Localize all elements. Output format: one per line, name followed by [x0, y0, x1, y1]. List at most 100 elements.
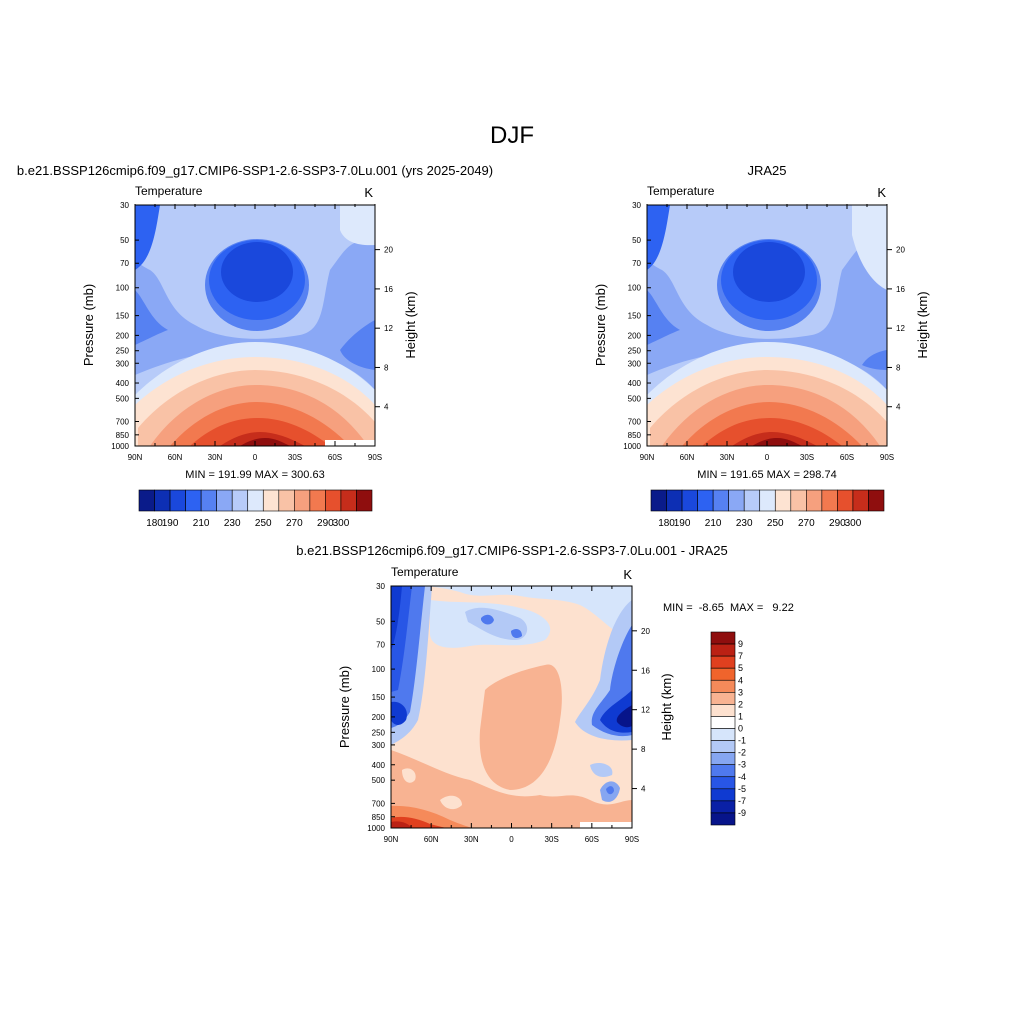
y-tick-label: 500 — [628, 394, 642, 403]
colorbar-swatch — [681, 489, 698, 512]
y-tick-label: 70 — [120, 259, 129, 268]
panel-diff-ylabel-right: Height (km) — [659, 673, 674, 740]
colorbar-swatch — [806, 489, 823, 512]
y-tick-label: 1000 — [623, 442, 641, 451]
colorbar-swatch — [666, 489, 683, 512]
figure-title: DJF — [490, 122, 534, 149]
colorbar-label: 270 — [798, 518, 815, 529]
colorbar-label: 230 — [224, 518, 241, 529]
colorbar-swatch — [650, 489, 667, 512]
panel-model-stats: MIN = 191.99 MAX = 300.63 — [185, 469, 324, 481]
y-tick-label: 100 — [116, 284, 130, 293]
colorbar-label: 210 — [193, 518, 210, 529]
x-tick-label: 30S — [288, 453, 302, 462]
y-right-tick-label: 12 — [641, 706, 650, 715]
colorbar-label: 1 — [738, 711, 743, 721]
y-tick-label: 400 — [372, 761, 386, 770]
colorbar-label: 250 — [255, 518, 272, 529]
x-tick-label: 30S — [800, 453, 814, 462]
panel-diff-stats: MIN = -8.65 MAX = 9.22 — [663, 602, 794, 614]
colorbar-swatch — [837, 489, 854, 512]
colorbar-swatch — [200, 489, 217, 512]
panel-obs: JRA25 Temperature K 30507010015020025030… — [593, 163, 930, 529]
colorbar-swatch — [278, 489, 295, 512]
x-tick-label: 30S — [545, 835, 559, 844]
colorbar-swatch — [759, 489, 776, 512]
y-tick-label: 400 — [628, 379, 642, 388]
panel-diff: b.e21.BSSP126cmip6.f09_g17.CMIP6-SSP1-2.… — [296, 543, 794, 844]
colorbar-label: -9 — [738, 808, 746, 818]
x-tick-label: 90N — [384, 835, 399, 844]
y-tick-label: 850 — [628, 431, 642, 440]
y-tick-label: 700 — [372, 799, 386, 808]
colorbar-label: 9 — [738, 639, 743, 649]
colorbar-label: 7 — [738, 651, 743, 661]
colorbar-label: -3 — [738, 760, 746, 770]
colorbar-swatch — [710, 776, 736, 790]
x-tick-label: 90S — [880, 453, 894, 462]
y-tick-label: 300 — [116, 359, 130, 368]
colorbar-label: 2 — [738, 699, 743, 709]
colorbar-swatch — [325, 489, 342, 512]
y-right-tick-label: 16 — [384, 285, 393, 294]
x-tick-label: 0 — [765, 453, 770, 462]
y-tick-label: 850 — [116, 431, 130, 440]
x-tick-label: 30N — [464, 835, 479, 844]
colorbar-swatch — [710, 679, 736, 693]
panel-obs-ylabel-right: Height (km) — [915, 291, 930, 358]
panel-obs-units: K — [877, 185, 886, 200]
y-tick-label: 400 — [116, 379, 130, 388]
y-tick-label: 700 — [116, 417, 130, 426]
y-tick-label: 50 — [120, 236, 129, 245]
y-right-tick-label: 8 — [896, 363, 901, 372]
y-right-tick-label: 8 — [384, 363, 389, 372]
colorbar-swatch — [710, 704, 736, 717]
x-tick-label: 30N — [208, 453, 223, 462]
colorbar-swatch — [868, 489, 885, 512]
y-tick-label: 30 — [120, 201, 129, 210]
colorbar-swatch — [154, 489, 171, 512]
colorbar-swatch — [710, 655, 736, 669]
colorbar-label: -2 — [738, 748, 746, 758]
y-tick-label: 500 — [372, 776, 386, 785]
y-right-tick-label: 4 — [384, 403, 389, 412]
panel-diff-contour-field — [391, 586, 632, 828]
y-right-tick-label: 20 — [896, 246, 905, 255]
colorbar-swatch — [185, 489, 202, 512]
colorbar-label: 190 — [674, 518, 691, 529]
panel-model-ylabel-right: Height (km) — [403, 291, 418, 358]
y-tick-label: 30 — [632, 201, 641, 210]
colorbar-swatch — [356, 489, 373, 512]
panel-obs-ylabel: Pressure (mb) — [593, 284, 608, 366]
panel-diff-title: b.e21.BSSP126cmip6.f09_g17.CMIP6-SSP1-2.… — [296, 543, 727, 558]
colorbar-swatch — [710, 716, 736, 729]
colorbar-swatch — [247, 489, 264, 512]
x-tick-label: 90N — [128, 453, 143, 462]
colorbar-swatch — [231, 489, 249, 512]
panel-model-units: K — [364, 185, 373, 200]
y-tick-label: 250 — [628, 347, 642, 356]
colorbar-swatch — [710, 740, 736, 753]
colorbar-swatch — [774, 489, 792, 512]
colorbar-swatch — [169, 489, 186, 512]
x-tick-label: 0 — [509, 835, 514, 844]
colorbar-label: -4 — [738, 772, 746, 782]
colorbar-swatch — [309, 489, 326, 512]
y-tick-label: 1000 — [367, 824, 385, 833]
y-tick-label: 250 — [372, 728, 386, 737]
y-tick-label: 700 — [628, 417, 642, 426]
x-tick-label: 0 — [253, 453, 258, 462]
y-tick-label: 100 — [372, 665, 386, 674]
colorbar-label: 210 — [705, 518, 722, 529]
y-right-tick-label: 20 — [384, 246, 393, 255]
y-tick-label: 300 — [628, 359, 642, 368]
y-right-tick-label: 16 — [641, 666, 650, 675]
x-tick-label: 90S — [625, 835, 639, 844]
colorbar-label: 0 — [738, 724, 743, 734]
colorbar-label: 300 — [845, 518, 862, 529]
panel-obs-title: JRA25 — [747, 163, 786, 178]
y-tick-label: 150 — [628, 312, 642, 321]
colorbar-label: 300 — [333, 518, 350, 529]
panel-model-contour-field — [135, 205, 375, 446]
y-right-tick-label: 20 — [641, 627, 650, 636]
